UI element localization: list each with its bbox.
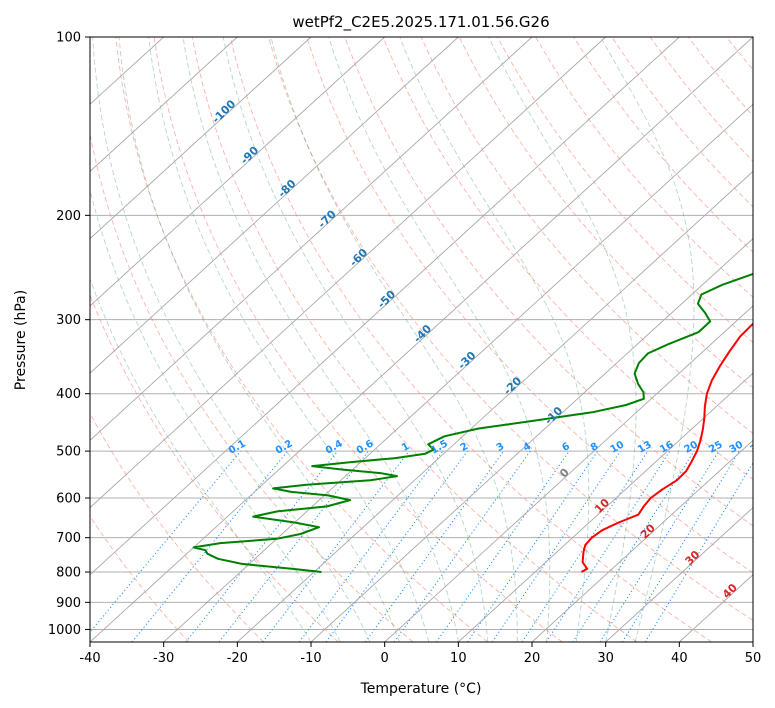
moist-adiabat xyxy=(270,37,518,642)
y-tick-label: 800 xyxy=(56,566,81,581)
mixing-ratio-line xyxy=(90,450,242,633)
dry-adiabat xyxy=(765,37,775,642)
mixing-ratio-line xyxy=(262,450,410,642)
isotherm-line xyxy=(90,37,533,441)
moist-adiabat xyxy=(148,37,430,642)
moist-adiabat xyxy=(328,37,551,642)
mixing-ratio-line xyxy=(621,450,740,642)
dry-adiabat xyxy=(382,37,753,481)
x-tick-label: -30 xyxy=(153,651,174,666)
moist-adiabat xyxy=(90,188,341,642)
mixing-ratio-line xyxy=(298,450,444,642)
x-tick-label: -40 xyxy=(79,651,100,666)
temperature-profile xyxy=(580,322,753,573)
dry-adiabat xyxy=(153,37,563,642)
isotherm-line xyxy=(531,439,753,642)
mixing-ratio-line xyxy=(131,450,288,642)
profile-series xyxy=(192,272,753,573)
moist-adiabat xyxy=(118,37,400,642)
y-tick-label: 900 xyxy=(56,596,81,611)
y-tick-label: 100 xyxy=(56,31,81,46)
gridlines xyxy=(90,37,753,630)
isotherm-line xyxy=(605,506,753,642)
moist-adiabat xyxy=(600,37,695,642)
dry-adiabat xyxy=(229,37,712,642)
dry-adiabat xyxy=(268,37,753,621)
dewpoint-profile xyxy=(192,272,753,573)
x-tick-label: 10 xyxy=(450,651,467,666)
axes: -40 -30 -20 -10 0 10 20 30 40 50 100 200 300 400 500 60… xyxy=(48,31,761,667)
y-tick-label: 300 xyxy=(56,313,81,328)
y-tick-label: 700 xyxy=(56,531,81,546)
x-axis-label: Temperature (°C) xyxy=(360,681,482,697)
x-tick-label: -10 xyxy=(300,651,321,666)
y-tick-label: 400 xyxy=(56,387,81,402)
isotherm-line xyxy=(90,37,238,173)
moist-adiabat xyxy=(488,37,637,642)
mixing-ratio-line xyxy=(521,450,649,642)
mixing-ratio-label: 36 xyxy=(748,439,766,456)
isotherms xyxy=(90,37,753,642)
mixing-ratio-line xyxy=(599,450,720,642)
isotherm-line xyxy=(236,170,753,642)
mixing-ratio-line xyxy=(325,450,468,642)
chart-title: wetPf2_C2E5.2025.171.01.56.G26 xyxy=(292,13,549,32)
dry-adiabat xyxy=(115,37,488,642)
isotherm-line xyxy=(90,37,680,576)
y-tick-label: 200 xyxy=(56,209,81,224)
x-tick-label: 20 xyxy=(524,651,541,666)
isotherm-line xyxy=(163,103,753,642)
x-tick-label: 0 xyxy=(381,651,389,666)
dry-adiabat xyxy=(191,37,638,642)
plot-frame xyxy=(89,36,754,643)
isotherm-line xyxy=(457,372,753,642)
mixing-ratio-label: 1 xyxy=(400,441,412,454)
moist-adiabat xyxy=(399,37,590,642)
isotherm-line xyxy=(90,37,459,374)
mixing-ratio-line xyxy=(364,450,505,642)
isotherm-line xyxy=(384,305,753,642)
moist-adiabat xyxy=(182,37,459,642)
y-tick-label: 600 xyxy=(56,492,81,507)
mixing-ratio-line xyxy=(572,450,695,642)
mixing-ratio-label: 6 xyxy=(560,441,572,454)
dry-adiabat xyxy=(306,37,753,574)
mixing-ratio-line xyxy=(644,461,753,642)
isotherm-line xyxy=(752,641,753,642)
isotherm-line xyxy=(310,238,753,642)
dry-adiabat xyxy=(497,37,753,344)
mixing-ratio-line xyxy=(491,450,621,642)
y-axis-label: Pressure (hPa) xyxy=(13,290,29,390)
dry-adiabat xyxy=(90,412,264,642)
isotherm-line xyxy=(90,37,386,307)
x-tick-label: 30 xyxy=(597,651,614,666)
mixing-ratio-label: 3 xyxy=(495,441,507,454)
x-tick-label: 50 xyxy=(745,651,762,666)
y-tick-label: 1000 xyxy=(48,623,81,638)
moist-adiabat xyxy=(222,37,489,642)
isotherm-line xyxy=(90,37,312,240)
mixing-ratio-label: 8 xyxy=(589,441,601,454)
y-tick-label: 500 xyxy=(56,445,81,460)
mixing-ratio-label: 4 xyxy=(521,441,533,454)
mixing-ratio-line xyxy=(467,450,599,642)
mixing-ratio-label: 2 xyxy=(459,441,471,454)
dry-adiabat xyxy=(420,37,753,435)
isotherm-line xyxy=(90,37,753,642)
x-tick-label: -20 xyxy=(227,651,248,666)
isotherm-line xyxy=(90,37,607,509)
mixing-ratio-lines xyxy=(90,450,753,642)
x-tick-label: 40 xyxy=(671,651,688,666)
